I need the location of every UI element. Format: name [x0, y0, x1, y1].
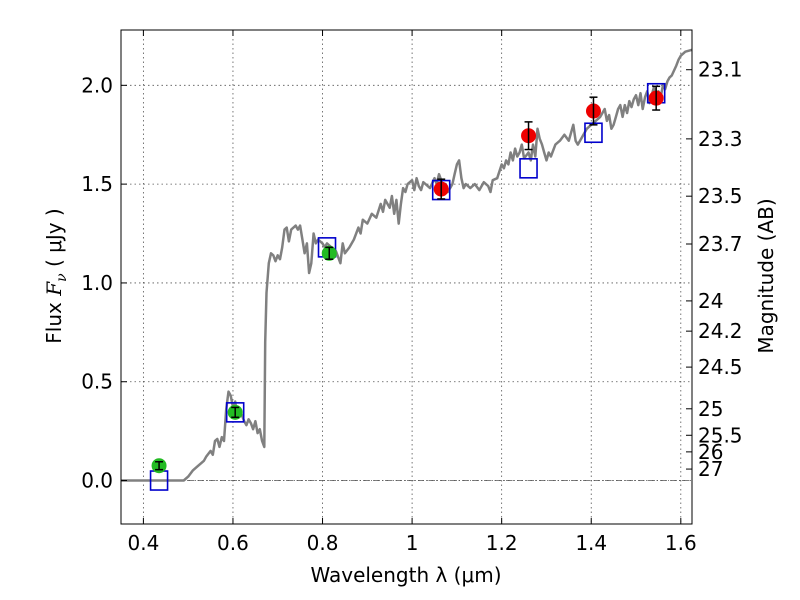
model-photometry-box [225, 402, 245, 423]
y-axis-label-symbol: F [42, 281, 66, 297]
magnitude-axis-label: Magnitude (AB) [754, 198, 778, 353]
y-axis-label: Flux Fν ( μJy ) [42, 208, 70, 343]
magnitude-tick-label: 24.2 [698, 319, 743, 343]
observed-data-point [585, 96, 601, 126]
magnitude-tick-label: 24 [698, 289, 723, 313]
magnitude-tick-label: 27 [698, 457, 723, 481]
x-tick-label: 0.6 [217, 531, 249, 555]
observed-data-point [521, 121, 537, 151]
y-axis-label-unit: ( μJy ) [42, 208, 66, 273]
observed-data-point [433, 178, 449, 200]
y-axis-label-subscript: ν [54, 273, 70, 282]
observed-data-point [227, 404, 243, 420]
y-tick-label: 0.5 [81, 370, 113, 394]
y-tick-label: 1.5 [81, 172, 113, 196]
x-tick-label: 0.4 [127, 531, 159, 555]
observed-data-point [648, 85, 664, 111]
x-tick-label: 1.6 [665, 531, 697, 555]
x-tick-label: 0.8 [307, 531, 339, 555]
magnitude-tick-label: 23.1 [698, 58, 743, 82]
magnitude-tick-label: 23.7 [698, 232, 743, 256]
y-tick-label: 1.0 [81, 271, 113, 295]
observed-photometry-layer [151, 85, 664, 474]
y-axis-ticks: 0.0 0.5 1.0 1.5 2.0 [81, 73, 127, 493]
y-axis-label-text: Flux [42, 296, 66, 344]
plot-frame [120, 29, 693, 525]
magnitude-tick-label: 25 [698, 397, 723, 421]
magnitude-tick-label: 23.3 [698, 127, 743, 151]
observed-data-point [321, 245, 337, 261]
magnitude-tick-label: 24.5 [698, 355, 743, 379]
magnitude-tick-label: 23.5 [698, 184, 743, 208]
y-tick-label: 2.0 [81, 73, 113, 97]
y-tick-label: 0.0 [81, 469, 113, 493]
magnitude-tick-label: 26 [698, 440, 723, 464]
x-tick-label: 1 [406, 531, 419, 555]
magnitude-tick-label: 25.5 [698, 423, 743, 447]
model-spectrum-line [121, 48, 693, 482]
model-photometry-box [519, 158, 538, 179]
x-axis-label: Wavelength λ (μm) [310, 563, 501, 587]
observed-data-point [151, 458, 167, 474]
x-axis-ticks: 0.4 0.6 0.8 1 1.2 1.4 1.6 [127, 30, 697, 555]
x-tick-label: 1.4 [575, 531, 607, 555]
x-tick-label: 1.2 [486, 531, 518, 555]
